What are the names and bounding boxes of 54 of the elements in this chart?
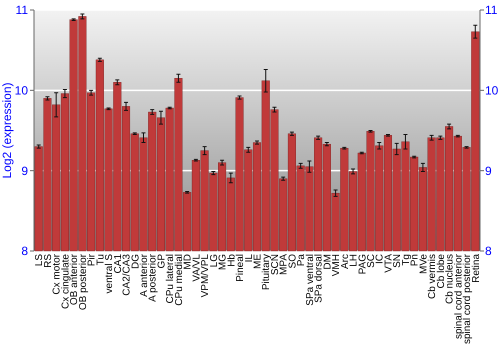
x-tick-label: Cb lobe	[436, 254, 447, 288]
y-axis-title: Log2 (expression)	[0, 82, 14, 179]
x-tick-label: SO	[287, 254, 298, 268]
x-tick-label: Pituitary	[261, 254, 272, 290]
x-tick-label: RS	[42, 254, 54, 268]
x-tick-label: Retina	[470, 254, 482, 283]
x-tick-label: MVe	[418, 254, 430, 274]
x-tick-label: CA1	[112, 254, 124, 274]
x-tick-label: SCN	[270, 254, 281, 276]
y2-tick-label: 11	[485, 3, 498, 18]
x-tick-label: Pir	[86, 253, 98, 266]
x-tick-label: Pa	[296, 254, 308, 266]
x-tick-label: Tg	[400, 254, 412, 266]
x-tick-label: SPa dorsal	[314, 254, 325, 303]
x-tick-label: Pineal	[235, 254, 246, 282]
y-tick-label: 8	[21, 244, 28, 258]
y2-tick-label: 10	[485, 84, 499, 98]
x-tick-label: SPa ventral	[304, 254, 316, 306]
y-tick-label: 10	[14, 84, 28, 98]
y-tick-label: 11	[16, 3, 28, 18]
x-tick-label: OB posterior	[78, 253, 89, 310]
x-tick-label: MPA	[278, 254, 290, 275]
x-tick-label: OB anterior	[69, 253, 80, 306]
x-tick-label: Tu	[95, 254, 106, 266]
x-tick-label: Cx cingulate	[60, 254, 72, 310]
x-tick-label: GP	[156, 254, 168, 268]
x-tick-label: Pn	[410, 254, 421, 266]
x-tick-label: VTA	[383, 254, 394, 273]
x-tick-label: CPu medial	[174, 254, 185, 306]
x-tick-label: ventral S	[104, 254, 116, 294]
x-tick-label: VPM/VPL	[200, 254, 212, 298]
x-tick-label: ME	[252, 254, 264, 269]
x-tick-label: VMH	[331, 254, 342, 276]
y2-tick-label: 8	[485, 244, 492, 258]
x-tick-label: IC	[374, 254, 386, 264]
x-tick-label: LS	[34, 254, 46, 266]
x-tick-label: Hb	[226, 254, 238, 267]
x-tick-label: A anterior	[138, 253, 150, 297]
x-tick-label: PAG	[357, 254, 368, 274]
x-tick-label: SN	[392, 254, 404, 268]
x-tick-label: Arc	[340, 254, 351, 269]
x-tick-label: LG	[208, 254, 220, 268]
x-tick-label: spinal cord anterior	[453, 253, 464, 340]
y-tick-label: 9	[21, 164, 28, 178]
x-tick-label: IL	[244, 254, 255, 262]
x-tick-label: DG	[130, 254, 142, 269]
x-tick-label: VA/VL	[191, 254, 202, 282]
x-tick-label: Cb nucleus	[444, 254, 456, 304]
x-tick-label: LH	[348, 254, 360, 267]
y2-tick-label: 9	[485, 164, 492, 178]
x-tick-label: CA2/CA3	[122, 254, 133, 296]
x-tick-label: DM	[322, 254, 334, 270]
x-tick-label: spinal cord posterior	[462, 253, 474, 344]
x-tick-label: A posterior	[148, 253, 159, 302]
